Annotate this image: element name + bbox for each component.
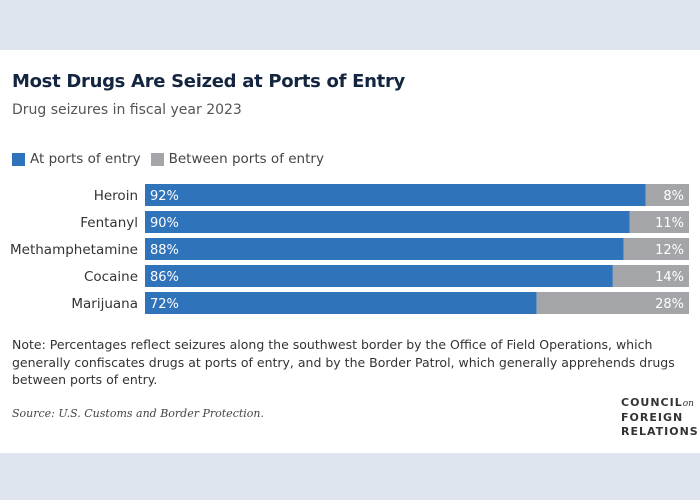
- bar-between: [623, 238, 689, 260]
- bar-between: [645, 184, 689, 206]
- bar-chart: Heroin 92% 8% Fentanyl 90% 11% Methamphetamine…: [10, 184, 689, 314]
- chart-subtitle: Drug seizures in fiscal year 2023: [12, 102, 242, 118]
- value-label-ports: 90%: [150, 216, 179, 231]
- value-label-ports: 72%: [150, 297, 179, 312]
- value-label-between: 11%: [655, 216, 684, 231]
- bar-ports: [145, 265, 613, 287]
- value-label-between: 14%: [655, 270, 684, 285]
- value-label-ports: 86%: [150, 270, 179, 285]
- legend-swatch-ports: [12, 152, 25, 166]
- legend-label-between: Between ports of entry: [168, 151, 324, 167]
- bar-ports: [145, 238, 624, 260]
- chart-source: Source: U.S. Customs and Border Protecti…: [12, 407, 264, 420]
- cfr-logo: COUNCILon FOREIGN RELATIONS: [621, 396, 699, 438]
- bar-ports: [145, 211, 630, 233]
- value-label-between: 8%: [663, 189, 684, 204]
- category-label: Fentanyl: [80, 215, 138, 231]
- category-label: Methamphetamine: [10, 242, 138, 258]
- value-label-between: 12%: [655, 243, 684, 258]
- bar-between: [629, 211, 689, 233]
- bar-ports: [145, 184, 646, 206]
- value-label-ports: 88%: [150, 243, 179, 258]
- bar-ports: [145, 292, 537, 314]
- chart-title: Most Drugs Are Seized at Ports of Entry: [12, 71, 405, 92]
- value-label-ports: 92%: [150, 189, 179, 204]
- legend-label-ports: At ports of entry: [30, 151, 141, 167]
- chart-note: Note: Percentages reflect seizures along…: [12, 337, 675, 387]
- legend: At ports of entry Between ports of entry: [12, 151, 324, 167]
- bar-between: [612, 265, 689, 287]
- category-label: Heroin: [94, 188, 138, 204]
- bar-between: [536, 292, 689, 314]
- category-label: Marijuana: [71, 296, 138, 312]
- category-label: Cocaine: [84, 269, 138, 285]
- value-label-between: 28%: [655, 297, 684, 312]
- legend-swatch-between: [150, 152, 164, 166]
